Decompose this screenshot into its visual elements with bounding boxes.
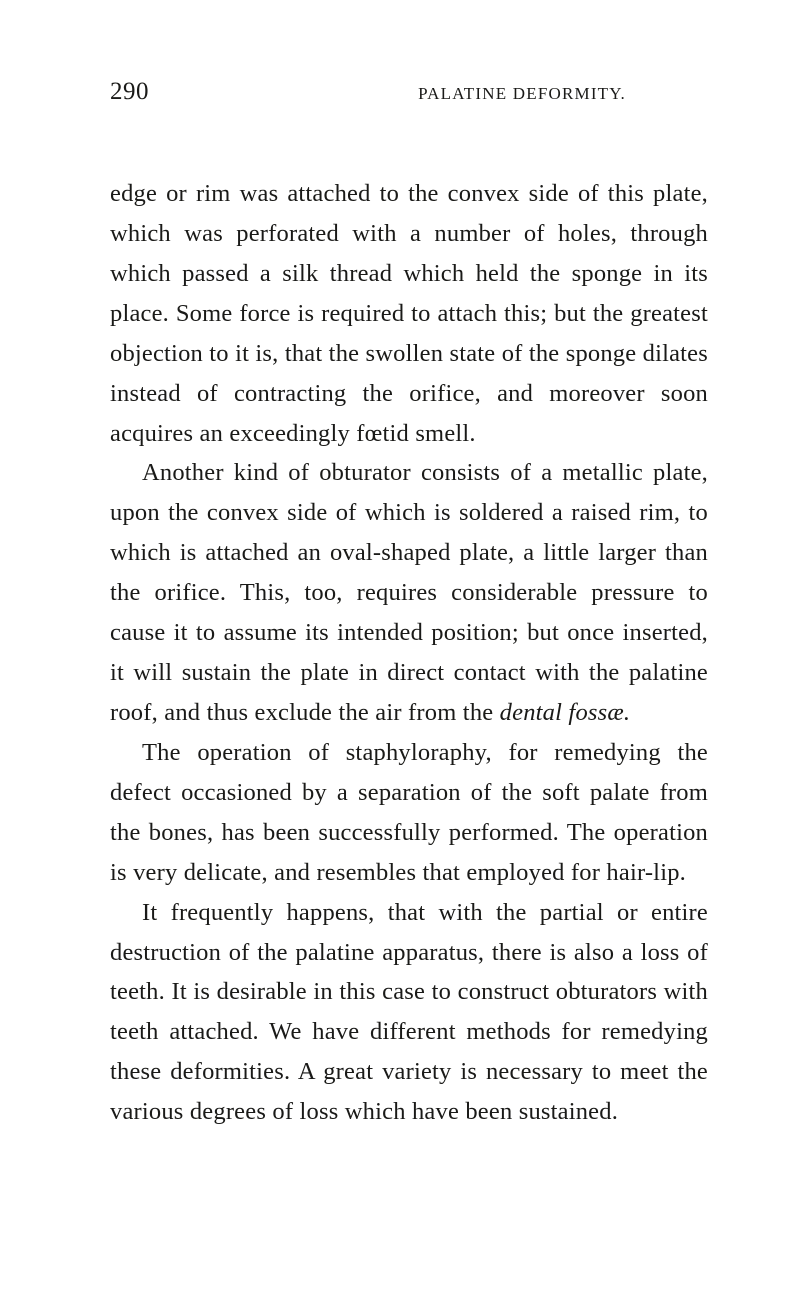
paragraph-4: It frequently happens, that with the par… [110, 893, 708, 1133]
page-header: 290 PALATINE DEFORMITY. [110, 78, 708, 106]
paragraph-1: edge or rim was attached to the convex s… [110, 174, 708, 453]
book-page: 290 PALATINE DEFORMITY. edge or rim was … [0, 0, 800, 1314]
body-text: edge or rim was attached to the convex s… [110, 174, 708, 1132]
paragraph-3: The operation of staphyloraphy, for reme… [110, 733, 708, 893]
page-number: 290 [110, 78, 149, 106]
running-title: PALATINE DEFORMITY. [418, 84, 664, 104]
paragraph-2-text: Another kind of obturator consists of a … [110, 459, 708, 726]
italic-dental-fossae: dental fossæ. [500, 699, 631, 726]
paragraph-2: Another kind of obturator consists of a … [110, 453, 708, 732]
